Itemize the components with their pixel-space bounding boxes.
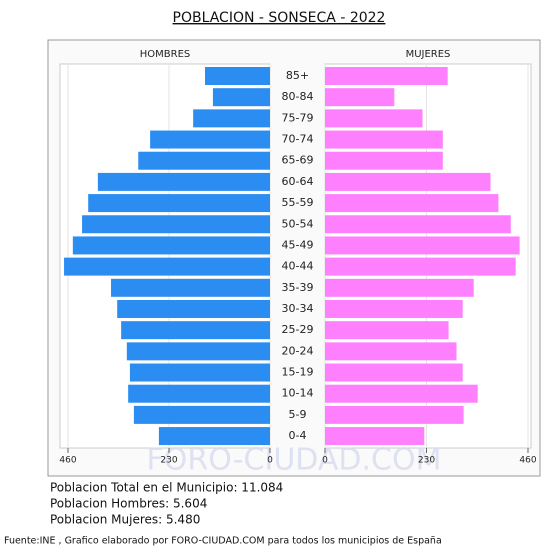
- age-label: 70-74: [282, 133, 314, 146]
- x-tick-label: 230: [418, 456, 435, 466]
- bar: [325, 88, 395, 107]
- bar: [88, 194, 270, 213]
- age-label: 85+: [286, 69, 309, 82]
- bar: [72, 236, 270, 255]
- bar: [325, 67, 448, 85]
- chart-title: POBLACION - SONSECA - 2022: [173, 10, 386, 26]
- bar: [133, 405, 270, 424]
- bar: [129, 363, 270, 382]
- bar: [325, 236, 520, 255]
- bar: [325, 215, 511, 234]
- bar: [325, 130, 443, 149]
- bar: [325, 194, 499, 213]
- x-tick-label: 460: [59, 456, 76, 466]
- bar: [64, 257, 271, 276]
- bar: [126, 342, 270, 361]
- bar: [150, 130, 270, 149]
- age-label: 60-64: [282, 175, 314, 188]
- bar: [158, 427, 270, 446]
- bar: [325, 299, 463, 318]
- age-label: 75-79: [282, 111, 314, 124]
- bar: [325, 321, 449, 340]
- right-panel: [324, 63, 532, 449]
- bar: [212, 88, 270, 107]
- age-label: 15-19: [282, 366, 314, 379]
- x-tick-label: 0: [267, 456, 273, 466]
- age-label: 40-44: [282, 260, 314, 273]
- bar: [205, 67, 270, 85]
- bar: [128, 384, 270, 403]
- bar: [111, 278, 270, 297]
- bar: [325, 384, 478, 403]
- x-tick-label: 230: [160, 456, 177, 466]
- bar: [97, 172, 270, 191]
- left-panel: [59, 63, 271, 449]
- age-label: 65-69: [282, 154, 314, 167]
- bar: [325, 405, 464, 424]
- age-label: 25-29: [282, 323, 314, 336]
- bar: [138, 151, 270, 170]
- age-label: 0-4: [289, 429, 307, 442]
- source-note: Fuente:INE , Grafico elaborado por FORO-…: [4, 536, 442, 547]
- bar: [193, 109, 270, 128]
- bar: [82, 215, 270, 234]
- age-label: 20-24: [282, 344, 314, 357]
- annotation: Poblacion Total en el Municipio: 11.084: [50, 481, 283, 495]
- age-label: 35-39: [282, 281, 314, 294]
- annotation: Poblacion Hombres: 5.604: [50, 497, 207, 511]
- age-label: 10-14: [282, 387, 314, 400]
- bar: [117, 299, 270, 318]
- age-label: 5-9: [289, 408, 307, 421]
- bar: [325, 427, 425, 446]
- age-label: 55-59: [282, 196, 314, 209]
- bar: [325, 172, 491, 191]
- age-label: 45-49: [282, 238, 314, 251]
- age-label: 30-34: [282, 302, 314, 315]
- bar: [325, 257, 516, 276]
- bar: [121, 321, 270, 340]
- age-label: 50-54: [282, 217, 314, 230]
- bar: [325, 151, 443, 170]
- annotation: Poblacion Mujeres: 5.480: [50, 513, 200, 527]
- bar: [325, 109, 423, 128]
- watermark: FORO-CIUDAD.COM: [147, 443, 442, 478]
- bar: [325, 342, 457, 361]
- legend-label: HOMBRES: [140, 49, 191, 60]
- bar: [325, 278, 474, 297]
- bar: [325, 363, 463, 382]
- x-tick-label: 0: [322, 456, 328, 466]
- legend-label: MUJERES: [406, 49, 451, 60]
- age-label: 80-84: [282, 90, 314, 103]
- x-tick-label: 460: [519, 456, 536, 466]
